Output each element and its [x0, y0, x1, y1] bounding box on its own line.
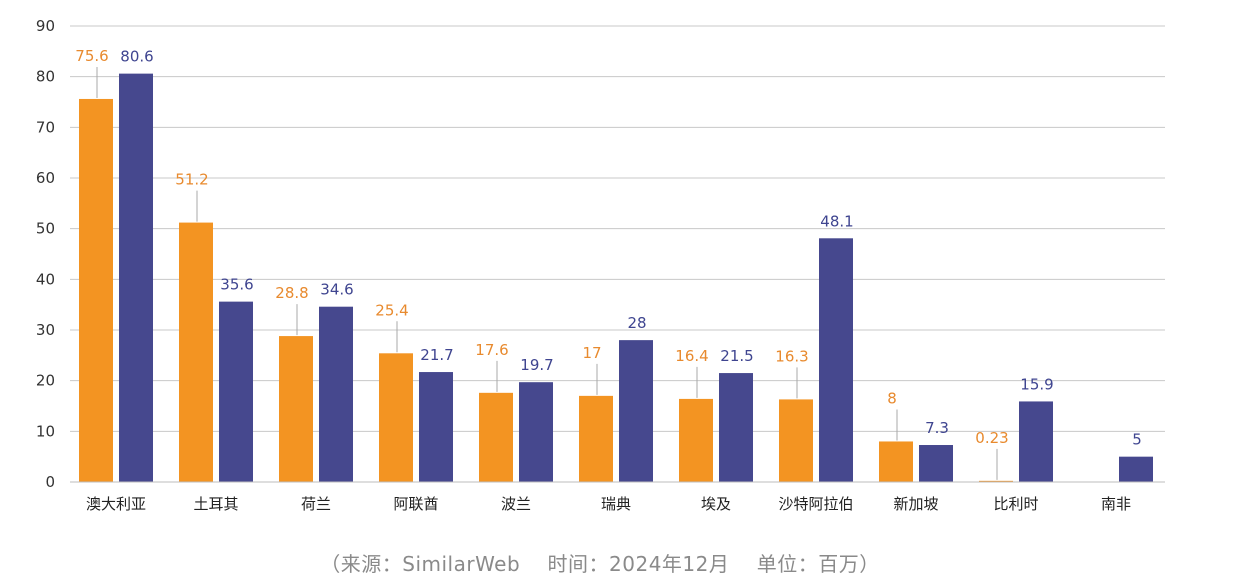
x-tick-label: 波兰 [501, 495, 531, 513]
data-labels: 75.6 80.6 51.2 35.6 28.8 34.6 25.4 21.7 17.6 19.7… [75, 47, 1141, 449]
data-label: 21.5 [720, 347, 753, 365]
bar-navy [619, 340, 653, 482]
bar-navy [719, 373, 753, 482]
data-label: 17 [582, 344, 601, 362]
bar-navy [219, 301, 253, 482]
bar-orange [479, 392, 513, 482]
y-tick-label: 50 [36, 220, 55, 238]
bar-orange [79, 98, 113, 483]
y-tick-label: 10 [36, 422, 55, 440]
data-label: 25.4 [375, 301, 408, 319]
data-label: 75.6 [75, 47, 108, 65]
bar-orange [379, 353, 413, 482]
x-tick-label: 瑞典 [601, 495, 631, 513]
bar-orange [279, 336, 313, 482]
y-tick-label: 40 [36, 270, 55, 288]
data-label: 48.1 [820, 212, 853, 230]
data-label: 80.6 [120, 48, 153, 66]
y-tick-label: 90 [36, 17, 55, 35]
x-tick-label: 荷兰 [301, 495, 331, 513]
data-label: 0.23 [975, 429, 1008, 447]
y-tick-label: 70 [36, 118, 55, 136]
data-label: 15.9 [1020, 375, 1053, 393]
data-label: 7.3 [925, 419, 949, 437]
x-axis: 澳大利亚 土耳其 荷兰 阿联酋 波兰 瑞典 埃及 沙特阿拉伯 新加坡 比利时 南非 [70, 481, 1165, 513]
y-tick-label: 0 [45, 473, 55, 491]
x-tick-label: 南非 [1101, 495, 1131, 513]
x-tick-label: 土耳其 [193, 495, 238, 513]
bar-orange [779, 399, 813, 482]
x-tick-label: 新加坡 [893, 495, 938, 513]
x-tick-label: 沙特阿拉伯 [778, 495, 853, 513]
data-label: 16.3 [775, 347, 808, 365]
data-label: 21.7 [420, 346, 453, 364]
data-label: 35.6 [220, 276, 253, 294]
x-tick-label: 埃及 [701, 495, 731, 513]
data-label: 8 [887, 389, 897, 407]
data-label: 5 [1132, 431, 1142, 449]
source-note: （来源：SimilarWeb 时间：2024年12月 单位：百万） [320, 552, 880, 576]
bar-orange [879, 441, 913, 482]
bar-orange [179, 222, 213, 482]
bar-orange [579, 395, 613, 482]
bar-navy [119, 73, 153, 483]
bar-navy [419, 372, 453, 482]
data-label: 28 [627, 314, 646, 332]
data-label: 51.2 [175, 171, 208, 189]
x-tick-label: 澳大利亚 [86, 495, 146, 513]
bar-navy [1019, 401, 1053, 482]
x-tick-label: 阿联酋 [393, 495, 438, 513]
label-leader-lines [96, 66, 998, 480]
y-axis: 0 10 20 30 40 50 60 70 80 90 [36, 17, 55, 491]
bar-navy [819, 238, 853, 482]
y-tick-label: 30 [36, 321, 55, 339]
y-tick-label: 20 [36, 372, 55, 390]
data-label: 28.8 [275, 284, 308, 302]
data-label: 34.6 [320, 281, 353, 299]
data-label: 16.4 [675, 347, 708, 365]
bar-navy [919, 445, 953, 482]
bar-navy [319, 306, 353, 482]
y-tick-label: 60 [36, 169, 55, 187]
data-label: 17.6 [475, 341, 508, 359]
bar-orange [679, 398, 713, 482]
bar-orange [979, 480, 1013, 482]
bar-navy [1119, 456, 1153, 482]
data-label: 19.7 [520, 356, 553, 374]
bar-chart: 0 10 20 30 40 50 60 70 80 90 75.6 80.6 51.2 35.6 28.8… [36, 17, 1165, 513]
y-tick-label: 80 [36, 68, 55, 86]
x-tick-label: 比利时 [993, 495, 1038, 513]
bars [79, 73, 1153, 483]
bar-navy [519, 382, 553, 482]
